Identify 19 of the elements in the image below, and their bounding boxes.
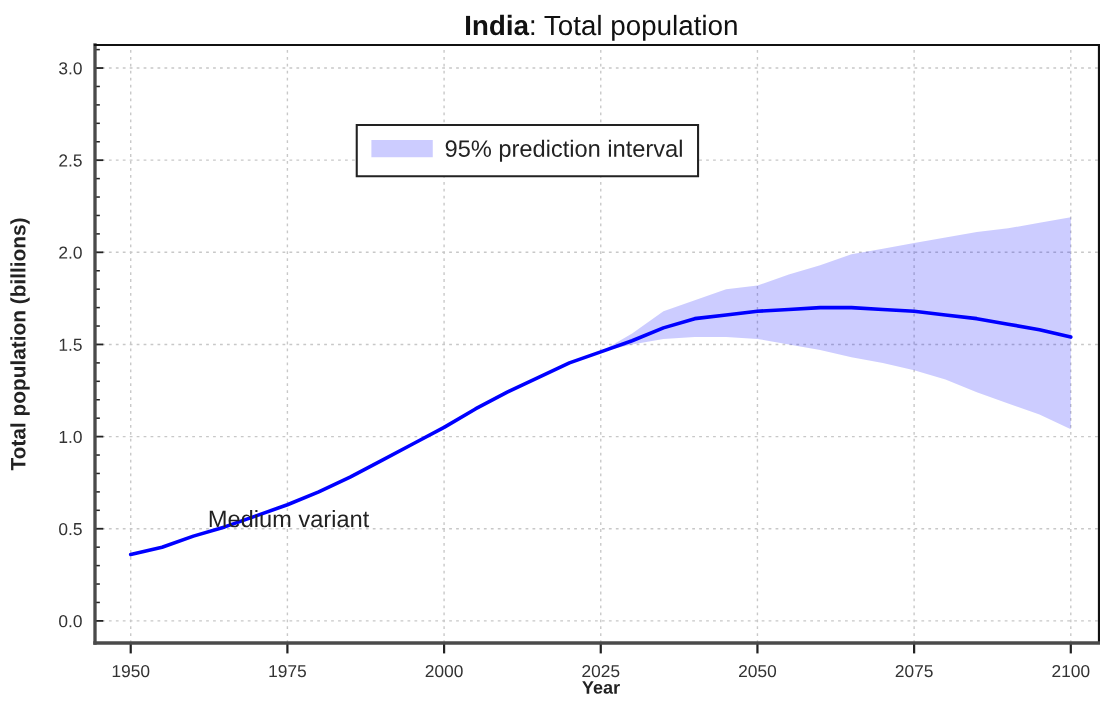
- x-tick-label: 2000: [425, 664, 463, 678]
- x-axis-title: Year: [582, 681, 620, 694]
- x-tick-label: 2050: [739, 664, 777, 678]
- y-tick-label: 1.0: [59, 430, 82, 444]
- y-tick-label: 0.0: [59, 615, 82, 628]
- x-tick-label: 1950: [112, 664, 150, 678]
- x-tick-label: 1975: [269, 664, 306, 678]
- legend-label: 95% prediction interval: [445, 139, 682, 162]
- y-tick-label: 2.5: [59, 154, 82, 167]
- y-tick-label: 1.5: [59, 338, 82, 351]
- y-tick-label: 2.0: [59, 246, 82, 259]
- chart-title: India: Total population: [466, 14, 737, 41]
- y-tick-label: 3.0: [59, 62, 82, 75]
- x-tick-label: 2025: [582, 664, 620, 678]
- y-axis-title: Total population (billions): [10, 218, 30, 471]
- x-tick-label: 2075: [895, 664, 933, 678]
- x-tick-label: 2100: [1052, 664, 1090, 678]
- line-series: [128, 305, 1073, 557]
- y-tick-label: 0.5: [59, 522, 82, 536]
